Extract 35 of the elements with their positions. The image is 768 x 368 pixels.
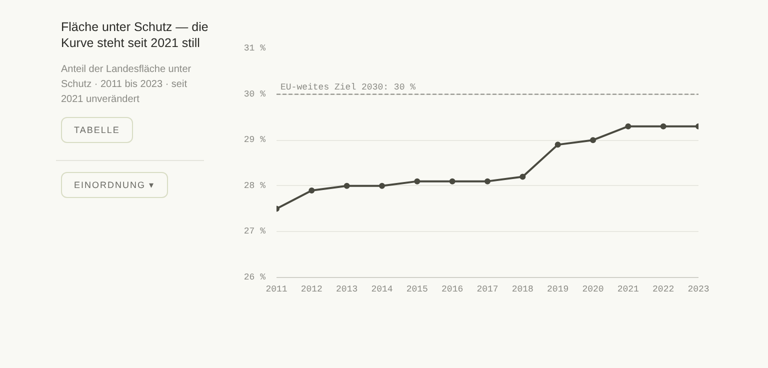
x-tick-label: 2016 (442, 284, 464, 294)
point (308, 187, 315, 194)
text: Fläche unter Schutz — die Kurve steht seit 2021 still (61, 19, 210, 52)
x-tick-label: 2017 (476, 284, 498, 294)
y-tick-label: 29 % (244, 135, 266, 146)
x-tick-label: 2019 (547, 284, 569, 294)
point (590, 137, 596, 144)
text: TABELLE (61, 116, 133, 142)
y-tick-label: 26 % (244, 272, 266, 282)
point (379, 182, 385, 189)
point (520, 174, 526, 180)
x-tick-label: 2021 (617, 284, 639, 294)
point (625, 123, 632, 130)
y-tick-label: 31 % (244, 44, 266, 54)
point (344, 182, 350, 189)
y-tick-label: 30 % (244, 89, 266, 100)
point (414, 178, 420, 184)
x-tick-label: 2023 (688, 284, 710, 294)
x-tick-label: 2020 (582, 284, 604, 294)
x-tick-label: 2018 (512, 284, 534, 294)
x-tick-label: 2011 (266, 284, 288, 294)
x-tick-label: 2015 (406, 284, 428, 294)
y-tick-label: 28 % (244, 180, 266, 191)
text: EINORDNUNG ▾ (61, 172, 168, 198)
x-tick-label: 2022 (652, 284, 674, 294)
x-tick-label: 2012 (300, 284, 322, 294)
point (660, 123, 666, 130)
point (484, 178, 490, 184)
ref-line-label: EU-weites Ziel 2030: 30 % (280, 82, 416, 92)
text: Anteil der Landesfläche unter Schutz · 2011 bis 2023 · seit 2021 unverändert (61, 62, 192, 106)
point (449, 178, 456, 184)
x-tick-label: 2013 (336, 284, 358, 294)
y-tick-label: 27 % (244, 226, 266, 237)
x-tick-label: 2014 (371, 284, 393, 294)
point (554, 142, 561, 148)
